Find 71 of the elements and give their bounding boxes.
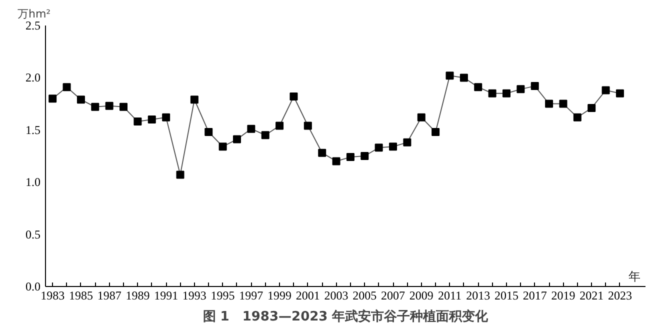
point [516, 85, 525, 94]
x-tick-label: 2007 [381, 288, 406, 302]
x-tick-label: 1995 [210, 288, 235, 302]
point [134, 118, 142, 126]
point [616, 89, 624, 98]
x-tick-label: 2011 [438, 288, 462, 302]
text: 图 1 1983—2023 年武安市谷子种植面积变化 [202, 308, 490, 324]
point [148, 115, 156, 124]
y-tick-label: 0.5 [26, 227, 40, 242]
point [417, 113, 426, 122]
x-tick-label: 1985 [68, 288, 93, 302]
point [218, 142, 227, 151]
point [162, 113, 170, 122]
point [261, 131, 270, 140]
point [304, 122, 312, 130]
point [559, 100, 568, 108]
x-tick-label: 1999 [268, 288, 292, 302]
x-tick-label: 2009 [409, 288, 434, 302]
point [545, 100, 554, 108]
point [318, 148, 326, 157]
x-tick-label: 2021 [580, 288, 604, 302]
point [332, 157, 340, 166]
point [76, 96, 85, 104]
x-tick-label: 2003 [324, 288, 348, 302]
x-tick-label: 1989 [126, 288, 150, 302]
x-tick-label: 2023 [608, 288, 632, 302]
point [432, 128, 440, 136]
point [530, 82, 539, 90]
x-tick-label: 1997 [239, 288, 264, 302]
point [48, 94, 57, 103]
point [374, 144, 383, 152]
point [573, 113, 582, 122]
x-tick-label: 2005 [352, 288, 377, 302]
x-tick-label: 1993 [182, 288, 206, 302]
point [105, 102, 114, 110]
x-tick-label: 1991 [154, 288, 178, 302]
point [502, 89, 510, 98]
y-axis-title: 万hm² [18, 8, 51, 20]
point [446, 72, 454, 80]
point [247, 124, 256, 133]
x-axis-title: 年 [628, 270, 640, 284]
y-tick-label: 2.0 [26, 70, 40, 85]
point [190, 96, 198, 104]
point [346, 153, 354, 162]
point [602, 86, 610, 94]
x-tick-label: 2013 [466, 288, 490, 302]
point [360, 152, 369, 160]
point [204, 128, 213, 136]
point [588, 104, 596, 112]
point [403, 138, 412, 146]
y-tick-label: 1.5 [26, 122, 40, 137]
point [488, 89, 496, 98]
point [474, 83, 482, 92]
point [176, 170, 184, 179]
y-tick-label: 1.0 [26, 175, 40, 190]
point [120, 102, 128, 111]
point [460, 74, 468, 82]
point [290, 92, 298, 100]
point [91, 102, 100, 111]
x-tick-label: 2001 [296, 288, 320, 302]
point [389, 142, 398, 151]
x-tick-label: 2015 [494, 288, 518, 302]
x-tick-label: 2017 [522, 288, 547, 302]
x-tick-label: 2019 [551, 288, 576, 302]
y-tick-label: 0.0 [26, 280, 40, 294]
point [232, 135, 241, 144]
x-tick-label: 1983 [40, 288, 65, 302]
y-tick-label: 2.5 [26, 18, 40, 32]
x-tick-label: 1987 [97, 288, 122, 302]
point [62, 83, 71, 92]
point [276, 122, 284, 130]
